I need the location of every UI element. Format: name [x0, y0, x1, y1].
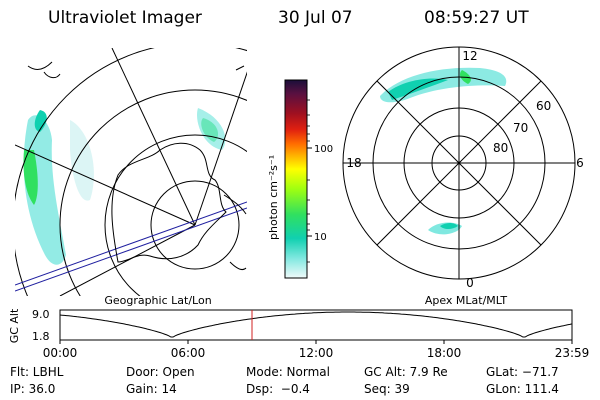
timeline-frame — [59, 309, 573, 341]
polar-plot: 12 18 6 0 60 70 80 — [342, 46, 584, 290]
timeline-ytick-min: 1.8 — [32, 330, 50, 343]
gain-status: Gain: 14 — [126, 382, 177, 396]
dsp-status: Dsp: −0.4 — [246, 382, 310, 396]
mlt-label-12: 12 — [462, 49, 477, 63]
mode-status: Mode: Normal — [246, 365, 330, 379]
mlat-label-80: 80 — [493, 141, 508, 155]
colorbar-unit-label: photon cm⁻²s⁻¹ — [267, 155, 280, 240]
door-status: Door: Open — [126, 365, 195, 379]
timeline-xtick-4: 23:59 — [555, 346, 590, 360]
filter-status: Flt: LBHL — [10, 365, 64, 379]
coastline — [27, 61, 247, 271]
timeline-xtick-2: 12:00 — [299, 346, 334, 360]
mlat-label-70: 70 — [513, 121, 528, 135]
mlt-label-6: 6 — [576, 156, 584, 170]
seq-status: Seq: 39 — [364, 382, 410, 396]
instrument-title: Ultraviolet Imager — [48, 8, 202, 28]
mlt-label-18: 18 — [346, 156, 361, 170]
ip-status: IP: 36.0 — [10, 382, 56, 396]
meridian-lines — [15, 48, 247, 296]
latitude-circles — [15, 48, 247, 296]
gc-altitude-curve — [59, 311, 573, 338]
timeline-plot: 9.0 1.8 GC Alt 00:00 06:00 12:00 18:00 2… — [8, 308, 589, 360]
gc-alt-status: GC Alt: 7.9 Re — [364, 365, 448, 379]
timeline-xtick-1: 06:00 — [171, 346, 206, 360]
timeline-axis-label: GC Alt — [8, 308, 21, 343]
terminator-lines — [15, 201, 247, 292]
mlat-label-60: 60 — [536, 99, 551, 113]
aurora-emission-right — [380, 67, 507, 235]
timeline-ytick-max: 9.0 — [32, 308, 50, 321]
left-panel-label: Geographic Lat/Lon — [104, 294, 211, 307]
time-label: 08:59:27 UT — [424, 8, 529, 28]
mlt-label-0: 0 — [466, 276, 474, 290]
timeline-xtick-0: 00:00 — [43, 346, 78, 360]
aurora-emission-left — [23, 108, 226, 265]
geographic-map — [15, 48, 247, 296]
glat-status: GLat: −71.7 — [486, 365, 559, 379]
glon-status: GLon: 111.4 — [486, 382, 559, 396]
colorbar-tick-10: 10 — [314, 232, 327, 243]
date-label: 30 Jul 07 — [278, 8, 353, 28]
colorbar-tick-100: 100 — [314, 144, 333, 155]
right-panel-label: Apex MLat/MLT — [425, 294, 508, 307]
timeline-xtick-3: 18:00 — [427, 346, 462, 360]
colorbar: 100 10 photon cm⁻²s⁻¹ — [267, 79, 333, 279]
